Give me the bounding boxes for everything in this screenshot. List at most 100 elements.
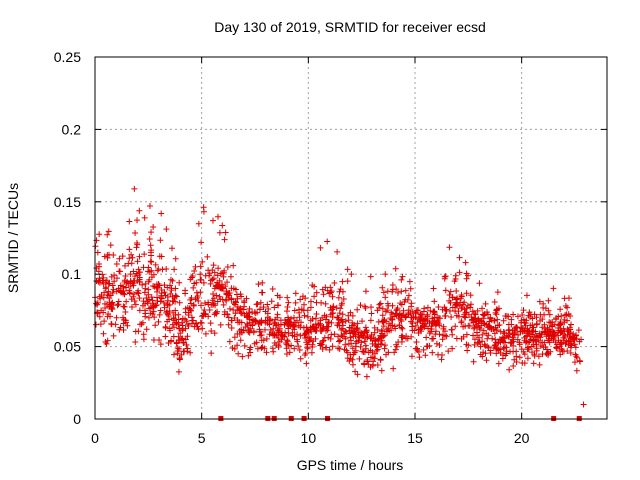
data-point — [377, 357, 384, 364]
data-point — [555, 327, 562, 334]
data-point — [326, 346, 333, 353]
data-point — [460, 333, 467, 340]
data-point — [541, 328, 548, 335]
data-point — [561, 319, 568, 326]
data-point — [190, 284, 197, 291]
data-point — [187, 349, 194, 356]
data-point — [378, 367, 385, 374]
data-point — [102, 279, 109, 286]
data-point — [557, 339, 564, 346]
data-point — [128, 251, 135, 258]
data-point — [257, 299, 264, 306]
data-point — [359, 318, 366, 325]
data-point — [268, 298, 275, 305]
data-point — [301, 352, 308, 359]
data-point — [301, 301, 308, 308]
data-point — [521, 327, 528, 334]
data-point — [334, 248, 341, 255]
data-point — [490, 325, 497, 332]
data-point — [190, 302, 197, 309]
data-point — [464, 347, 471, 354]
data-point — [271, 319, 278, 326]
data-point — [294, 338, 301, 345]
data-point — [424, 311, 431, 318]
data-point — [157, 237, 164, 244]
data-point — [111, 278, 118, 285]
data-point — [520, 316, 527, 323]
data-point — [184, 348, 191, 355]
data-point — [470, 319, 477, 326]
data-point — [116, 255, 123, 262]
data-point — [284, 303, 291, 310]
data-point — [284, 294, 291, 301]
data-point — [363, 373, 370, 380]
data-point — [264, 301, 271, 308]
data-point — [391, 349, 398, 356]
data-point — [200, 279, 207, 286]
data-point — [244, 322, 251, 329]
data-point — [376, 301, 383, 308]
data-point — [113, 314, 120, 321]
data-point — [518, 319, 525, 326]
data-point — [164, 301, 171, 308]
data-point — [349, 345, 356, 352]
data-point — [461, 313, 468, 320]
data-point — [536, 330, 543, 337]
data-point — [539, 351, 546, 358]
data-point — [575, 327, 582, 334]
data-point — [503, 348, 510, 355]
data-point — [93, 277, 100, 284]
data-point — [515, 331, 522, 338]
data-point — [145, 291, 152, 298]
data-point — [519, 312, 526, 319]
data-point — [437, 315, 444, 322]
data-point — [226, 338, 233, 345]
data-point — [313, 289, 320, 296]
data-point — [192, 263, 199, 270]
data-point — [160, 299, 167, 306]
data-point — [209, 217, 216, 224]
data-point — [157, 298, 164, 305]
data-point — [217, 321, 224, 328]
data-point — [553, 344, 560, 351]
data-point — [107, 292, 114, 299]
data-point — [312, 315, 319, 322]
data-point — [355, 333, 362, 340]
data-point — [338, 301, 345, 308]
data-point — [477, 326, 484, 333]
data-point — [304, 327, 311, 334]
data-point — [107, 242, 114, 249]
data-point — [319, 346, 326, 353]
data-point — [452, 323, 459, 330]
data-point — [119, 314, 126, 321]
data-point — [260, 304, 267, 311]
data-point — [210, 291, 217, 298]
data-point — [319, 314, 326, 321]
data-point — [494, 316, 501, 323]
data-point — [322, 300, 329, 307]
data-point — [225, 314, 232, 321]
data-point — [150, 337, 157, 344]
data-point — [439, 306, 446, 313]
data-point — [571, 335, 578, 342]
data-point — [354, 306, 361, 313]
data-point — [354, 371, 361, 378]
data-point — [572, 351, 579, 358]
data-point — [148, 229, 155, 236]
data-point — [171, 266, 178, 273]
data-point — [404, 296, 411, 303]
data-point — [149, 297, 156, 304]
data-point — [168, 287, 175, 294]
data-point — [516, 339, 523, 346]
data-point — [158, 253, 165, 260]
data-point — [230, 306, 237, 313]
data-point — [123, 284, 130, 291]
data-point — [347, 351, 354, 358]
chart-title: Day 130 of 2019, SRMTID for receiver ecs… — [214, 19, 486, 35]
data-point — [453, 287, 460, 294]
data-point — [170, 314, 177, 321]
data-point — [297, 324, 304, 331]
data-point — [535, 337, 542, 344]
data-point — [402, 287, 409, 294]
data-point — [500, 345, 507, 352]
